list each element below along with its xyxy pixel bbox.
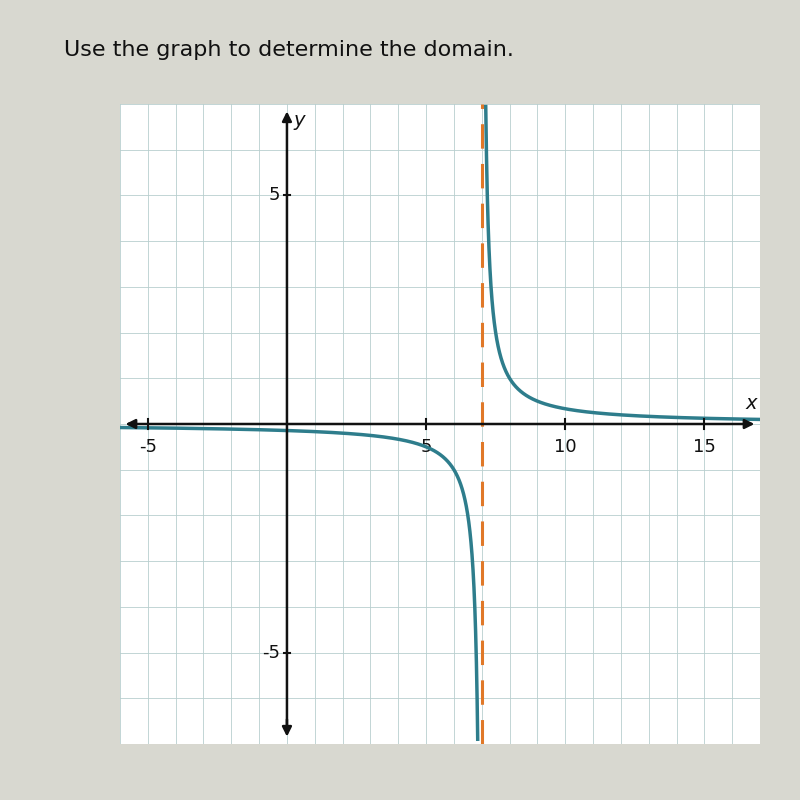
Text: -5: -5 bbox=[139, 438, 157, 456]
Text: x: x bbox=[746, 394, 758, 413]
Text: -5: -5 bbox=[262, 643, 280, 662]
Text: Use the graph to determine the domain.: Use the graph to determine the domain. bbox=[64, 40, 514, 60]
Text: 10: 10 bbox=[554, 438, 577, 456]
Text: y: y bbox=[294, 111, 306, 130]
Text: 5: 5 bbox=[420, 438, 432, 456]
Text: 5: 5 bbox=[269, 186, 280, 205]
Text: 15: 15 bbox=[693, 438, 716, 456]
